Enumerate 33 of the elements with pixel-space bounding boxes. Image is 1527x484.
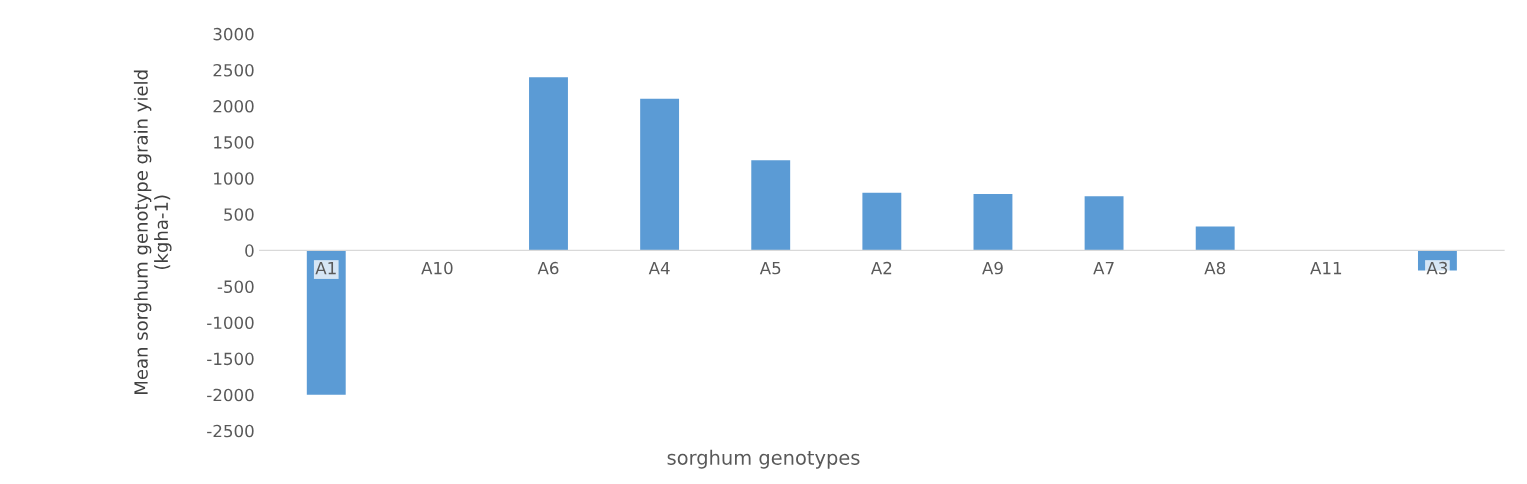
- y-tick-label: -500: [217, 280, 254, 294]
- bar: [640, 98, 680, 251]
- y-tick-label: -1500: [207, 352, 254, 366]
- bar: [1084, 196, 1124, 251]
- x-tick-label: A7: [1093, 261, 1114, 275]
- x-tick-label: A10: [421, 261, 453, 275]
- y-tick-label: 1000: [214, 172, 254, 185]
- bar: [306, 250, 346, 395]
- x-tick-label: A5: [759, 261, 781, 275]
- y-tick-label: -2000: [207, 388, 254, 402]
- y-tick-label: -1000: [207, 316, 254, 330]
- y-tick-label: 500: [224, 208, 254, 221]
- x-tick-label: A6: [537, 261, 559, 275]
- y-axis-title: Mean sorghum genotype grain yield (kgha-1): [133, 70, 172, 394]
- y-tick-label: 2500: [213, 63, 254, 77]
- x-tick-label: A11: [1310, 261, 1342, 275]
- x-tick-label: A1: [315, 261, 336, 275]
- y-tick-label: 1500: [214, 136, 254, 149]
- x-tick-label: A4: [648, 261, 670, 275]
- bar: [529, 77, 568, 251]
- bar: [1195, 226, 1235, 251]
- x-tick-label: A3: [1426, 261, 1448, 275]
- x-tick-label: A8: [1204, 261, 1226, 275]
- y-tick-label: 2000: [213, 100, 254, 113]
- bar: [973, 194, 1013, 251]
- bar: [862, 192, 902, 251]
- x-axis-title: sorghum genotypes: [667, 449, 860, 469]
- x-tick-label: A2: [870, 261, 892, 275]
- y-tick-label: 3000: [213, 27, 254, 41]
- bar: [751, 160, 791, 251]
- x-tick-label: A9: [982, 261, 1003, 275]
- y-tick-label: -2500: [207, 424, 254, 438]
- y-tick-label: 0: [245, 244, 254, 257]
